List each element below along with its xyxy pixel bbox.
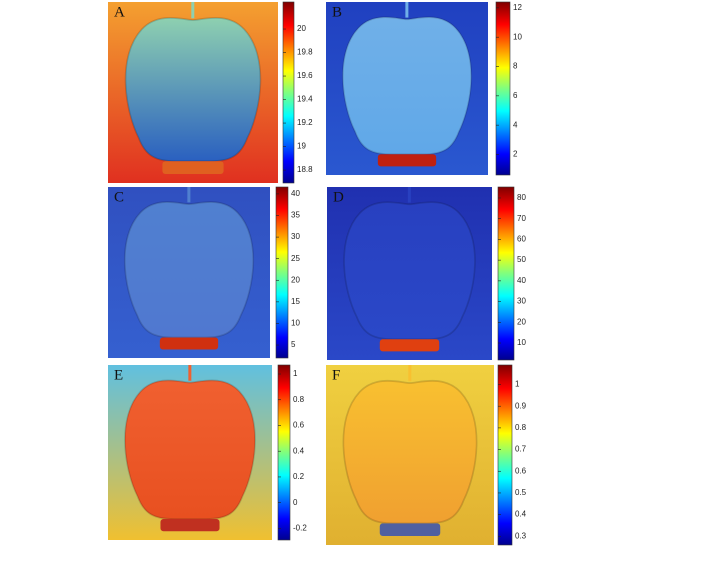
colorbar-tick-label: 0.6 <box>515 466 527 475</box>
apple <box>342 379 478 525</box>
stem <box>188 365 192 381</box>
colorbar <box>282 1 295 184</box>
panel: D 80 70 60 50 40 30 20 10 <box>327 186 526 361</box>
colorbar-tick-label: 0.4 <box>293 446 305 455</box>
colorbar <box>497 186 515 361</box>
panel-label: A <box>114 4 125 20</box>
colorbar-tick-label: 19.2 <box>297 118 313 127</box>
panel-label: E <box>114 367 123 383</box>
colorbar <box>275 186 289 359</box>
plate <box>377 154 437 167</box>
colorbar-tick-label: 50 <box>517 255 526 264</box>
colorbar-tick-label: 25 <box>291 254 300 263</box>
colorbar-tick-label: 0.2 <box>293 472 305 481</box>
panel: C 40 35 30 25 20 15 10 5 <box>108 186 300 359</box>
colorbar-tick-label: 30 <box>291 232 300 241</box>
colorbar-tick-label: 19.8 <box>297 48 313 57</box>
colorbar-tick-label: 19 <box>297 142 306 151</box>
panel-label: D <box>333 189 344 205</box>
colorbar-tick-label: 0.8 <box>293 395 305 404</box>
stem <box>405 2 409 18</box>
panel: B 12 10 8 6 4 2 <box>326 1 522 176</box>
colorbar-tick-label: 0.4 <box>515 510 527 519</box>
stem <box>191 2 195 19</box>
colorbar-tick-label: 18.8 <box>297 165 313 174</box>
colorbar-tick-label: 0.7 <box>515 445 527 454</box>
colorbar-tick-label: 30 <box>517 297 526 306</box>
colorbar <box>497 364 513 546</box>
colorbar-tick-label: 60 <box>517 235 526 244</box>
panel: A 20 19.8 19.6 19.4 19.2 19 18.8 <box>108 1 313 184</box>
panel-label: B <box>332 4 342 20</box>
colorbar-tick-label: 6 <box>513 91 518 100</box>
colorbar-tick-label: 12 <box>513 3 522 12</box>
apple <box>341 16 473 156</box>
colorbar-tick-label: 5 <box>291 340 296 349</box>
colorbar-tick-label: 20 <box>297 24 306 33</box>
colorbar-tick-label: 10 <box>517 338 526 347</box>
apple <box>123 201 255 339</box>
stem <box>187 187 191 203</box>
plate <box>379 523 441 536</box>
plate <box>159 337 219 350</box>
colorbar-tick-label: 10 <box>291 319 300 328</box>
colorbar-tick-label: 40 <box>517 276 526 285</box>
colorbar-tick-label: 0 <box>293 498 298 507</box>
colorbar-tick-label: 0.9 <box>515 401 527 410</box>
plate <box>379 339 440 352</box>
apple <box>343 201 476 341</box>
colorbar-tick-label: 8 <box>513 62 518 71</box>
colorbar-tick-label: -0.2 <box>293 524 307 533</box>
panel-label: C <box>114 189 124 205</box>
apple <box>124 16 262 163</box>
colorbar-tick-label: 35 <box>291 211 300 220</box>
colorbar-tick-label: 15 <box>291 297 300 306</box>
colorbar-tick-label: 1 <box>293 369 298 378</box>
colorbar-tick-label: 0.3 <box>515 531 527 540</box>
colorbar-tick-label: 0.8 <box>515 423 527 432</box>
colorbar-tick-label: 80 <box>517 193 526 202</box>
plate <box>162 161 224 174</box>
stem <box>407 187 411 203</box>
panel: F 1 0.9 0.8 0.7 0.6 0.5 0.4 0.3 <box>326 364 527 546</box>
colorbar-tick-label: 40 <box>291 189 300 198</box>
apple <box>124 379 256 520</box>
colorbar-tick-label: 1 <box>515 380 520 389</box>
colorbar-tick-label: 10 <box>513 32 522 41</box>
colorbar <box>495 1 511 176</box>
colorbar-tick-label: 20 <box>517 317 526 326</box>
colorbar-tick-label: 70 <box>517 214 526 223</box>
colorbar-tick-label: 19.4 <box>297 95 313 104</box>
colorbar-tick-label: 2 <box>513 150 518 159</box>
stem <box>408 365 412 382</box>
panel: E 1 0.8 0.6 0.4 0.2 0 -0.2 <box>108 364 307 541</box>
colorbar <box>277 364 291 541</box>
colorbar-tick-label: 19.6 <box>297 71 313 80</box>
colorbar-tick-label: 20 <box>291 275 300 284</box>
colorbar-tick-label: 0.6 <box>293 421 305 430</box>
panel-label: F <box>332 367 340 383</box>
colorbar-tick-label: 4 <box>513 120 518 129</box>
colorbar-tick-label: 0.5 <box>515 488 527 497</box>
plate <box>160 519 220 532</box>
